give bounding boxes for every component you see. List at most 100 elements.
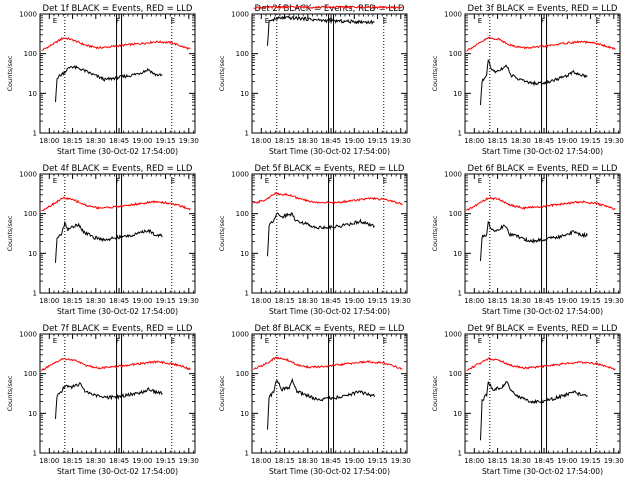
y-tick-label: 1 [245, 450, 249, 458]
y-axis-label: Counts/sec [218, 375, 226, 411]
x-tick-label: 18:30 [511, 137, 531, 145]
e2-marker-label: E [383, 17, 387, 25]
x-axis-label: Start Time (30-Oct-02 17:54:00) [482, 307, 603, 316]
panel-det-2: Det 2f BLACK = Events, RED = LLD Counts/s… [218, 4, 411, 156]
x-tick-label: 19:30 [391, 137, 411, 145]
x-tick-label: 18:45 [109, 137, 129, 145]
f-marker-label: F [328, 337, 332, 345]
x-tick-label: 19:30 [179, 297, 199, 305]
y-tick-label: 1 [245, 290, 249, 298]
e1-marker-label: E [265, 177, 269, 185]
y-tick-label: 100 [24, 50, 37, 58]
y-tick-label: 100 [449, 50, 462, 58]
x-tick-label: 18:30 [298, 457, 318, 465]
f-marker-box [328, 333, 335, 454]
f-marker-box [116, 13, 123, 134]
x-tick-label: 18:30 [86, 297, 106, 305]
e2-marker-label: E [596, 337, 600, 345]
x-tick-label: 18:15 [274, 297, 294, 305]
y-axis-label: Counts/sec [431, 55, 439, 91]
x-tick-label: 18:45 [321, 457, 341, 465]
y-axis-label: Counts/sec [6, 215, 14, 251]
x-tick-label: 18:00 [251, 457, 271, 465]
f-marker-box [541, 333, 548, 454]
panel-det-7: Det 7f BLACK = Events, RED = LLD Counts/s… [6, 324, 199, 476]
y-tick-label: 10 [453, 250, 462, 258]
x-tick-label: 19:00 [557, 297, 577, 305]
e2-marker-label: E [596, 177, 600, 185]
x-tick-label: 19:15 [580, 457, 600, 465]
y-tick-label: 10 [28, 90, 37, 98]
x-axis-label: Start Time (30-Oct-02 17:54:00) [269, 147, 390, 156]
e1-marker-label: E [53, 337, 57, 345]
x-tick-label: 19:15 [367, 137, 387, 145]
event-rate-series [267, 15, 375, 46]
x-axis-label: Start Time (30-Oct-02 17:54:00) [57, 307, 178, 316]
x-axis-label: Start Time (30-Oct-02 17:54:00) [269, 467, 390, 476]
x-tick-label: 18:00 [39, 297, 59, 305]
lld-rate-series [466, 196, 616, 211]
y-tick-label: 100 [236, 50, 249, 58]
panel-title: Det 8f BLACK = Events, RED = LLD [255, 324, 405, 334]
f-marker-box [541, 173, 548, 294]
f-marker-box [116, 333, 123, 454]
x-tick-label: 19:15 [580, 297, 600, 305]
x-tick-label: 18:00 [464, 137, 484, 145]
x-axis-label: Start Time (30-Oct-02 17:54:00) [482, 147, 603, 156]
x-axis-label: Start Time (30-Oct-02 17:54:00) [57, 147, 178, 156]
event-rate-series [480, 381, 588, 441]
x-tick-label: 19:30 [604, 137, 624, 145]
x-tick-label: 18:00 [251, 137, 271, 145]
e1-marker-label: E [265, 337, 269, 345]
x-tick-label: 18:15 [487, 457, 507, 465]
x-tick-label: 19:00 [132, 297, 152, 305]
y-tick-label: 1 [458, 450, 462, 458]
x-tick-label: 18:30 [511, 297, 531, 305]
y-axis-label: Counts/sec [6, 55, 14, 91]
y-tick-label: 1000 [19, 11, 37, 19]
x-tick-label: 19:30 [179, 457, 199, 465]
x-tick-label: 18:15 [487, 137, 507, 145]
x-tick-label: 18:30 [511, 457, 531, 465]
x-tick-label: 18:15 [62, 297, 82, 305]
y-tick-label: 10 [453, 410, 462, 418]
x-tick-label: 18:15 [62, 137, 82, 145]
x-tick-label: 19:15 [155, 457, 175, 465]
x-tick-label: 18:15 [274, 457, 294, 465]
x-tick-label: 19:00 [344, 137, 364, 145]
e1-marker-label: E [478, 177, 482, 185]
lld-rate-series [466, 36, 616, 52]
y-tick-label: 1000 [444, 331, 462, 339]
y-tick-label: 1 [458, 130, 462, 138]
y-tick-label: 1000 [231, 11, 249, 19]
e1-marker-label: E [53, 17, 57, 25]
y-tick-label: 1 [33, 290, 37, 298]
e2-marker-label: E [383, 177, 387, 185]
x-tick-label: 18:45 [534, 297, 554, 305]
f-marker-box [328, 13, 335, 134]
f-marker-label: F [116, 337, 120, 345]
y-tick-label: 1000 [444, 171, 462, 179]
y-axis-label: Counts/sec [218, 215, 226, 251]
e2-marker-label: E [171, 177, 175, 185]
x-tick-label: 18:45 [321, 137, 341, 145]
x-tick-label: 19:15 [367, 457, 387, 465]
x-tick-label: 18:30 [86, 457, 106, 465]
f-marker-label: F [328, 177, 332, 185]
x-tick-label: 18:45 [534, 457, 554, 465]
x-tick-label: 18:15 [62, 457, 82, 465]
y-tick-label: 1 [245, 130, 249, 138]
x-tick-label: 19:00 [557, 137, 577, 145]
x-tick-label: 18:15 [487, 297, 507, 305]
panel-det-1: Det 1f BLACK = Events, RED = LLD Counts/s… [6, 4, 199, 156]
lld-rate-series [253, 356, 403, 370]
f-marker-label: F [541, 337, 545, 345]
e2-marker-label: E [383, 337, 387, 345]
lld-rate-series [41, 196, 191, 212]
lld-rate-series [253, 4, 403, 10]
x-tick-label: 19:30 [391, 297, 411, 305]
x-tick-label: 18:45 [534, 137, 554, 145]
e2-marker-label: E [171, 17, 175, 25]
x-axis-label: Start Time (30-Oct-02 17:54:00) [269, 307, 390, 316]
